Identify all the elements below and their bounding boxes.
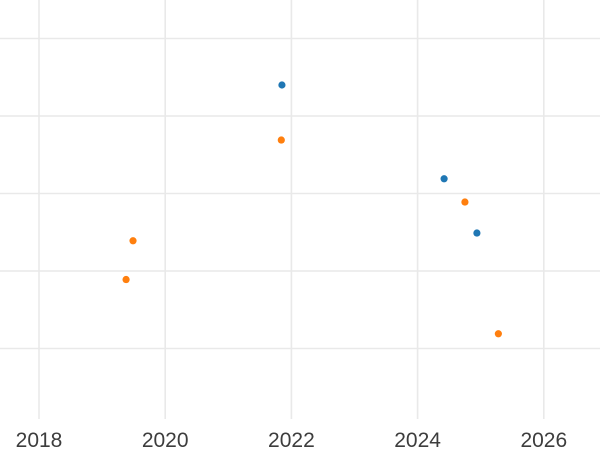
series-blue-point-1 — [440, 175, 448, 183]
series-blue-point-0 — [278, 81, 286, 89]
x-tick-label-2020: 2020 — [142, 429, 189, 450]
series-orange-point-0 — [122, 275, 130, 284]
series-blue-point-2 — [473, 229, 481, 237]
x-tick-label-2018: 2018 — [16, 429, 63, 450]
series-orange-point-2 — [277, 136, 285, 144]
series-orange-point-1 — [129, 237, 137, 245]
series-orange-point-3 — [461, 198, 469, 206]
series-orange-point-4 — [494, 330, 502, 338]
x-tick-label-2024: 2024 — [394, 429, 441, 450]
x-tick-label-2026: 2026 — [520, 429, 567, 450]
x-tick-label-2022: 2022 — [268, 429, 315, 450]
